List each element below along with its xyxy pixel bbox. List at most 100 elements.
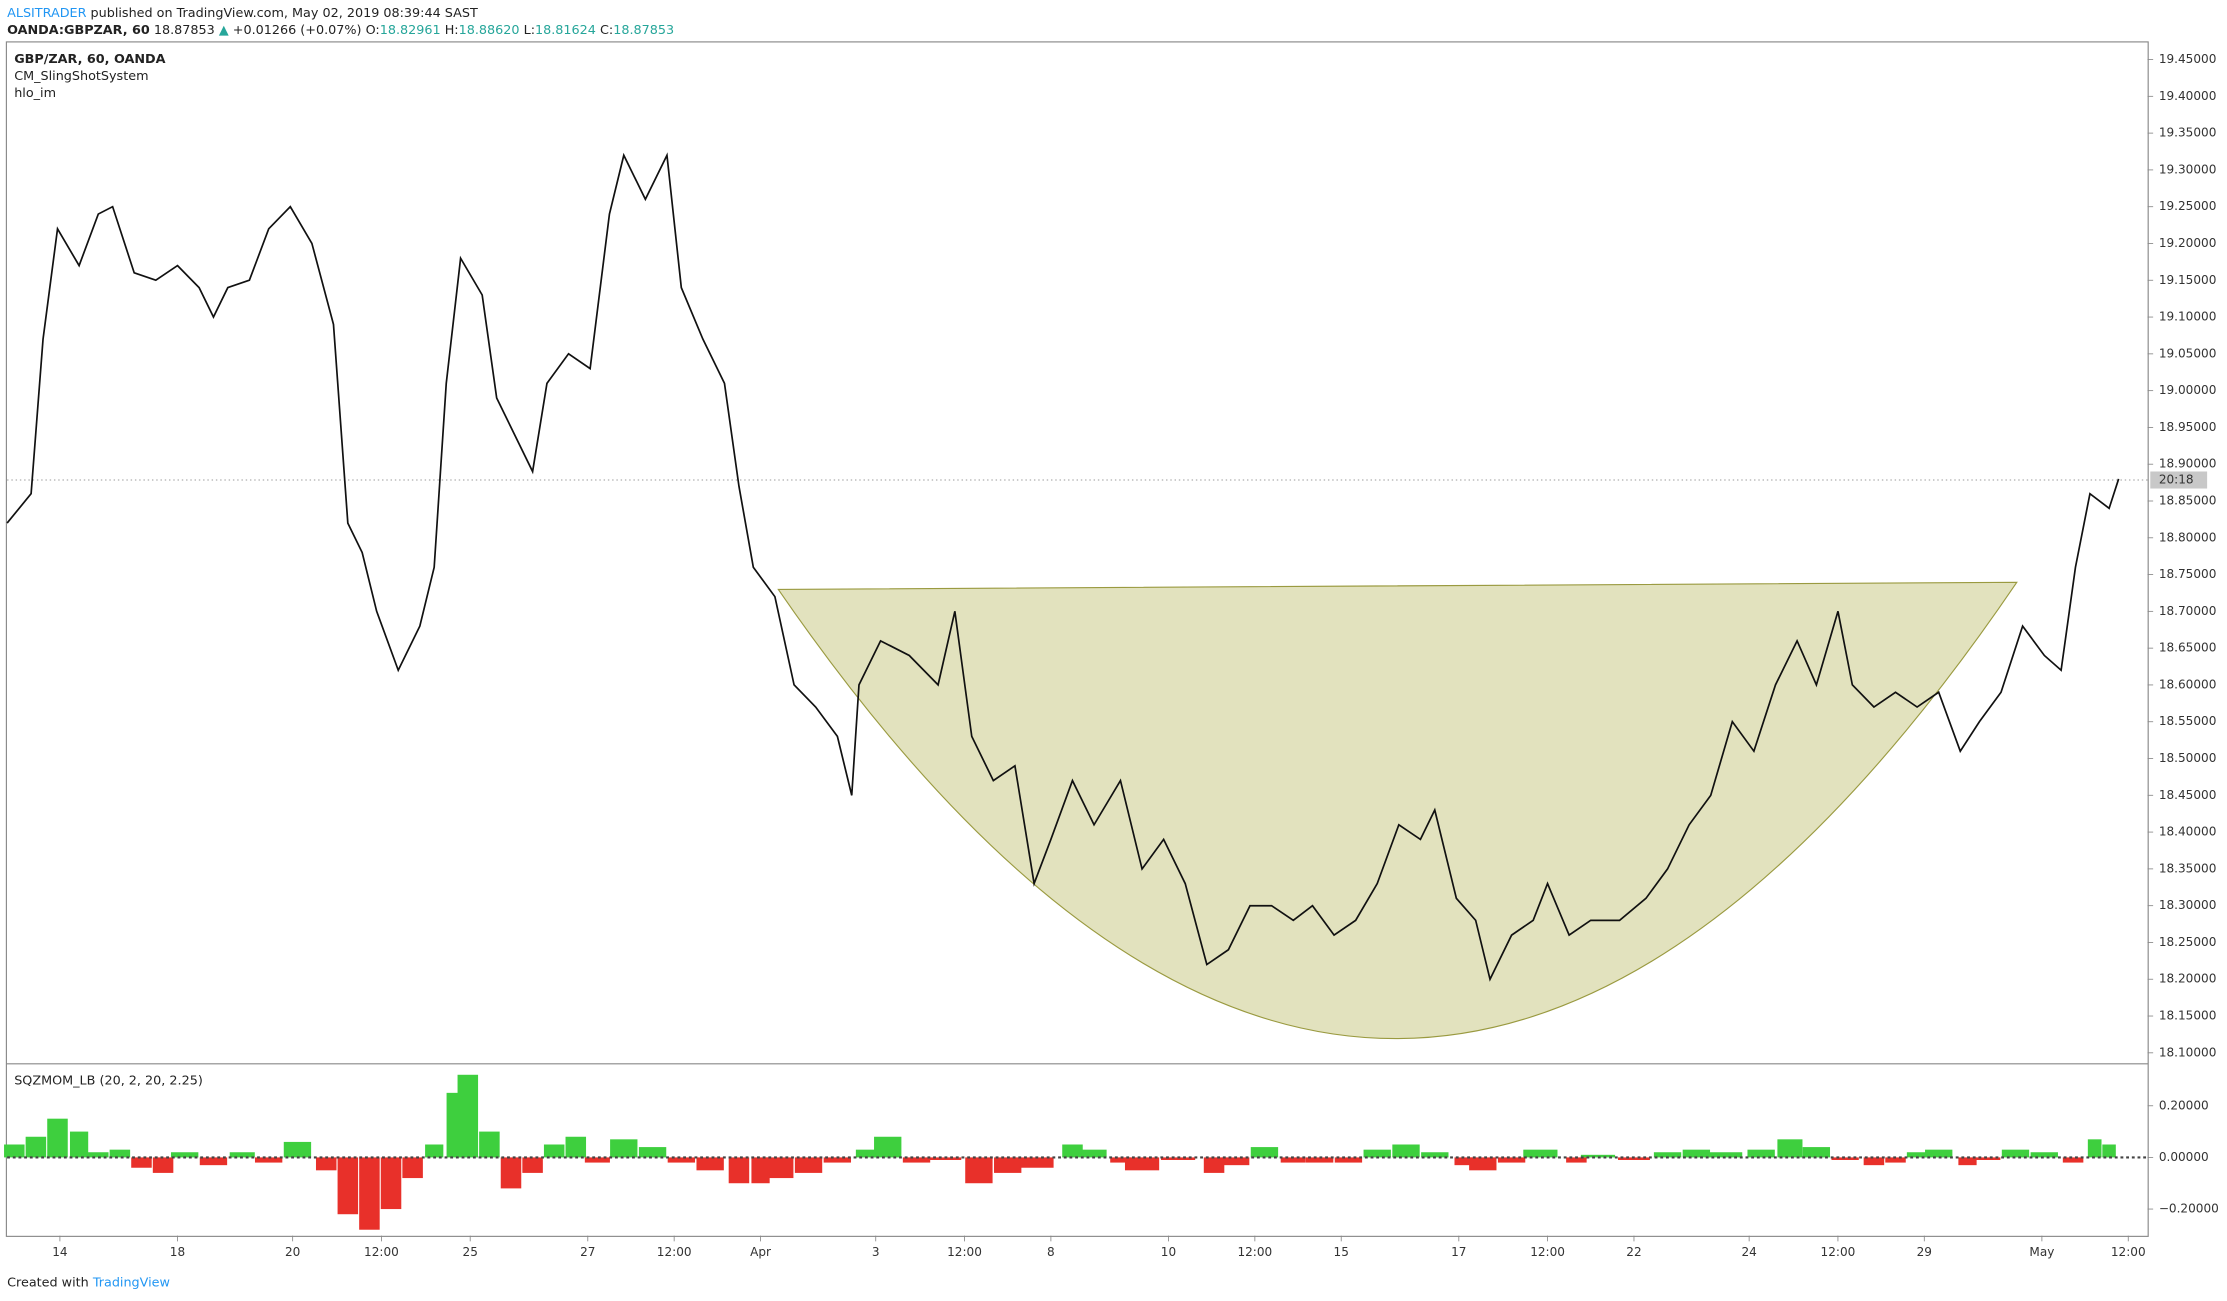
- study-legend: CM_SlingShotSystem: [14, 69, 148, 84]
- momentum-bar: [929, 1157, 962, 1160]
- momentum-bar: [543, 1144, 565, 1158]
- momentum-bar: [1203, 1157, 1225, 1173]
- momentum-bar: [638, 1147, 667, 1158]
- momentum-bar: [902, 1157, 931, 1163]
- momentum-bar: [1777, 1139, 1803, 1158]
- momentum-bar: [1280, 1157, 1306, 1163]
- x-tick-label: 10: [1161, 1245, 1176, 1259]
- x-tick-label: 12:00: [1530, 1245, 1565, 1259]
- y-tick-label: 18.40000: [2159, 825, 2217, 839]
- momentum-bar: [1973, 1157, 2001, 1160]
- price-line: [6, 152, 2120, 982]
- x-tick-label: 22: [1626, 1245, 1641, 1259]
- y-tick-label: 18.95000: [2159, 420, 2217, 434]
- momentum-bar: [1221, 1157, 1250, 1166]
- brand[interactable]: TradingView: [92, 1275, 170, 1290]
- x-tick-label: 14: [52, 1245, 67, 1259]
- y-tick-label: 18.10000: [2159, 1045, 2217, 1059]
- momentum-bar: [229, 1152, 255, 1158]
- momentum-bar: [751, 1157, 770, 1184]
- y-tick-label: 0.00000: [2159, 1150, 2209, 1164]
- y-tick-label: 18.70000: [2159, 604, 2217, 618]
- momentum-bar: [1081, 1149, 1107, 1158]
- momentum-bar: [359, 1157, 380, 1230]
- header-line: ALSITRADER published on TradingView.com,…: [7, 5, 478, 20]
- x-tick-label: 12:00: [1237, 1245, 1272, 1259]
- momentum-bar: [1906, 1152, 1928, 1158]
- x-tick-label: 25: [463, 1245, 478, 1259]
- y-tick-label: 18.65000: [2159, 641, 2217, 655]
- momentum-bar: [315, 1157, 337, 1171]
- momentum-bar: [254, 1157, 283, 1163]
- last: 18.87853: [154, 22, 215, 37]
- x-tick-label: 18: [170, 1245, 185, 1259]
- momentum-bar: [380, 1157, 402, 1210]
- x-tick-label: 8: [1047, 1245, 1055, 1259]
- momentum-bar: [1454, 1157, 1473, 1166]
- momentum-bar: [1124, 1157, 1160, 1171]
- momentum-bar: [131, 1157, 152, 1168]
- momentum-bar: [25, 1136, 47, 1158]
- y-tick-label: 18.75000: [2159, 567, 2217, 581]
- momentum-bar: [152, 1157, 174, 1173]
- y-tick-label: 18.25000: [2159, 935, 2217, 949]
- c: 18.87853: [613, 22, 674, 37]
- y-tick-label: 18.50000: [2159, 751, 2217, 765]
- y-tick-label: 18.90000: [2159, 457, 2217, 471]
- momentum-bar: [728, 1157, 750, 1184]
- x-tick-label: 12:00: [364, 1245, 399, 1259]
- symbol: OANDA:GBPZAR, 60: [7, 22, 150, 37]
- author[interactable]: ALSITRADER: [7, 5, 86, 20]
- x-tick-label: 15: [1334, 1245, 1349, 1259]
- x-tick-label: 12:00: [1821, 1245, 1856, 1259]
- y-tick-label: 19.05000: [2159, 346, 2217, 360]
- momentum-bar: [88, 1152, 109, 1158]
- momentum-bar: [1925, 1149, 1953, 1158]
- momentum-bar: [1958, 1157, 1977, 1166]
- momentum-bar: [1334, 1157, 1363, 1163]
- momentum-bar: [337, 1157, 359, 1215]
- momentum-bar: [1885, 1157, 1906, 1163]
- momentum-bar: [1747, 1149, 1775, 1158]
- y-tick-label: 18.30000: [2159, 898, 2217, 912]
- x-tick-label: 24: [1741, 1245, 1756, 1259]
- pane-legend: GBP/ZAR, 60, OANDA: [14, 52, 165, 67]
- momentum-bar: [1580, 1154, 1616, 1158]
- study-legend: hlo_im: [14, 86, 56, 101]
- momentum-bar: [1863, 1157, 1885, 1166]
- o: 18.82961: [380, 22, 441, 37]
- momentum-bar: [2102, 1144, 2116, 1158]
- y-tick-label: 19.45000: [2159, 52, 2217, 66]
- y-tick-label: 18.35000: [2159, 861, 2217, 875]
- momentum-bar: [479, 1131, 500, 1158]
- ohlc-line: OANDA:GBPZAR, 60 18.87853 ▲ +0.01266 (+0…: [7, 22, 674, 37]
- momentum-bar: [1363, 1149, 1391, 1158]
- x-tick-label: Apr: [750, 1245, 771, 1259]
- y-tick-label: 18.45000: [2159, 788, 2217, 802]
- momentum-bar: [1469, 1157, 1497, 1171]
- cup-pattern: [777, 581, 2018, 1040]
- momentum-bar: [1618, 1157, 1650, 1160]
- momentum-legend: SQZMOM_LB (20, 2, 20, 2.25): [14, 1073, 203, 1088]
- momentum-bar: [766, 1157, 794, 1179]
- x-tick-label: 12:00: [947, 1245, 982, 1259]
- momentum-bar: [457, 1074, 479, 1158]
- momentum-bar: [1682, 1149, 1711, 1158]
- momentum-bar: [170, 1152, 199, 1158]
- momentum-bar: [500, 1157, 522, 1189]
- y-tick-label: 19.35000: [2159, 126, 2217, 140]
- frame: [5, 41, 2149, 1237]
- momentum-bar: [1708, 1152, 1743, 1158]
- momentum-bar: [2062, 1157, 2084, 1163]
- momentum-bar: [1523, 1149, 1558, 1158]
- momentum-bar: [994, 1157, 1022, 1173]
- y-tick-label: 19.20000: [2159, 236, 2217, 250]
- x-tick-label: 12:00: [2111, 1245, 2146, 1259]
- last-price-box: [2150, 471, 2208, 489]
- x-tick-label: 12:00: [657, 1245, 692, 1259]
- y-tick-label: 19.00000: [2159, 383, 2217, 397]
- momentum-bar: [1497, 1157, 1526, 1163]
